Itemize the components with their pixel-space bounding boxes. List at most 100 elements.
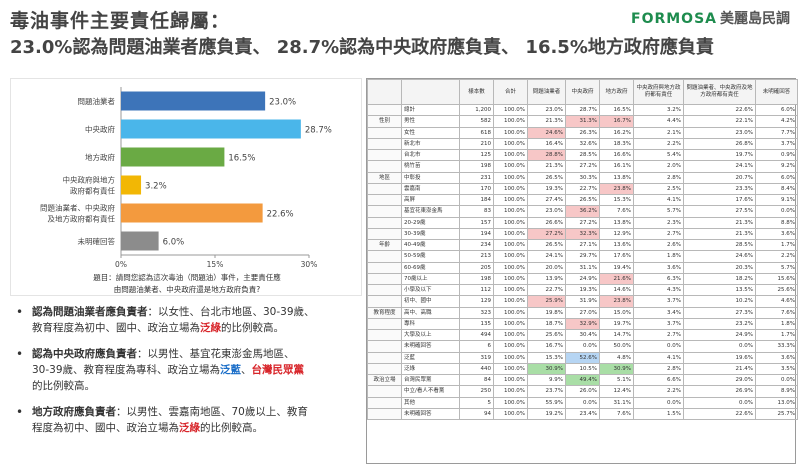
table-cell: 14.6%	[599, 283, 634, 297]
table-cell: 27.2%	[565, 216, 600, 229]
table-cell: 0.0%	[633, 396, 684, 409]
table-cell: 19.7%	[599, 317, 634, 331]
table-cell: 3.7%	[633, 317, 684, 331]
table-cell: 2.2%	[755, 250, 798, 263]
table-row: 女性 618 100.0% 24.6% 26.3% 16.2% 2.1% 23.0% 7.7%	[367, 126, 798, 139]
table-header-cell: 問題油業者、中央政府及地方政府都有責任	[683, 79, 756, 105]
table-cell: 16.6%	[599, 148, 634, 162]
table-row: 大學及以上 494 100.0% 25.6% 30.4% 14.7% 2.7% 24.9% 1.…	[367, 328, 798, 342]
row-label-cell: 40-49歲	[401, 238, 460, 252]
group-label-cell	[367, 362, 402, 376]
row-label-cell: 男性	[401, 115, 460, 128]
table-cell: 18.2%	[683, 272, 756, 286]
table-cell: 100.0%	[493, 205, 528, 218]
table-cell: 19.8%	[527, 306, 566, 319]
table-cell: 100.0%	[493, 103, 528, 117]
table-cell: 100.0%	[493, 193, 528, 207]
table-cell: 29.0%	[683, 373, 756, 387]
table-cell: 20.3%	[683, 261, 756, 274]
table-cell: 27.2%	[527, 227, 566, 241]
row-label-cell: 大學及以上	[401, 328, 460, 342]
table-cell: 15.3%	[599, 193, 634, 207]
table-cell: 13.9%	[527, 272, 566, 286]
table-cell: 100.0%	[493, 362, 528, 376]
table-cell: 0.0%	[755, 205, 798, 218]
row-label-cell: 總計	[401, 103, 460, 117]
table-cell: 23.0%	[527, 205, 566, 218]
notes-list: • 認為問題油業者應負責者：以女性、台北市地區、30-39歲、 教育程度為初中、…	[14, 304, 364, 446]
table-cell: 0.0%	[755, 373, 798, 387]
table-cell: 16.7%	[527, 340, 566, 353]
group-label-cell	[367, 182, 402, 196]
table-row: 30-39歲 194 100.0% 27.2% 32.3% 12.9% 2.7% 21.3% 3…	[367, 227, 798, 241]
table-cell: 30.9%	[527, 362, 566, 376]
table-cell: 55.9%	[527, 396, 566, 409]
row-label-cell: 基宜花東澎金馬	[401, 205, 460, 218]
table-cell: 250	[459, 385, 494, 398]
table-row: 小學及以下 112 100.0% 22.7% 19.3% 14.6% 4.3% 13.5% 25…	[367, 283, 798, 297]
table-cell: 8.4%	[755, 182, 798, 196]
table-cell: 100.0%	[493, 407, 528, 421]
bar	[121, 119, 301, 139]
table-header-cell: 問題油業者	[527, 79, 566, 105]
table-cell: 26.8%	[683, 137, 756, 151]
table-cell: 7.6%	[755, 306, 798, 319]
table-cell: 18.7%	[527, 317, 566, 331]
table-cell: 1.5%	[633, 407, 684, 421]
table-cell: 10.5%	[565, 362, 600, 376]
table-cell: 2.7%	[633, 227, 684, 241]
table-cell: 100.0%	[493, 216, 528, 229]
table-row: 政治立場 台灣民眾黨 84 100.0% 9.9% 49.4% 5.1% 6.6% 29.0% 0…	[367, 373, 798, 387]
group-label-cell: 地區	[367, 171, 402, 184]
row-label-cell: 中立/看人不看黨	[401, 385, 460, 398]
x-tick-label: 30%	[301, 260, 318, 269]
table-cell: 23.3%	[683, 182, 756, 196]
table-row: 性別 男性 582 100.0% 21.3% 31.3% 16.7% 4.4% 22.1% 4.2…	[367, 115, 798, 128]
table-cell: 231	[459, 171, 494, 184]
table-cell: 19.3%	[527, 182, 566, 196]
table-row: 桃竹苗 198 100.0% 21.3% 27.2% 16.1% 2.0% 24.1% 9.2%	[367, 160, 798, 173]
category-label: 中央政府與地方	[63, 175, 116, 185]
table-row: 50-59歲 213 100.0% 24.1% 29.7% 17.6% 1.8% 24.6% 2…	[367, 250, 798, 263]
table-row: 地區 中彰投 231 100.0% 26.5% 30.3% 13.8% 2.8% 20.7% 6.…	[367, 171, 798, 184]
row-label-cell: 台灣民眾黨	[401, 373, 460, 387]
group-label-cell: 年齡	[367, 238, 402, 252]
row-label-cell: 新北市	[401, 137, 460, 151]
table-cell: 25.6%	[755, 283, 798, 297]
table-header-cell	[367, 79, 402, 105]
table-row: 60-69歲 205 100.0% 20.0% 31.1% 19.4% 3.6% 20.3% 5…	[367, 261, 798, 274]
table-cell: 100.0%	[493, 272, 528, 286]
table-cell: 1.8%	[755, 317, 798, 331]
group-label-cell	[367, 351, 402, 364]
table-cell: 28.8%	[527, 148, 566, 162]
table-cell: 23.8%	[599, 295, 634, 308]
table-cell: 13.8%	[599, 171, 634, 184]
table-cell: 4.8%	[599, 351, 634, 364]
table-cell: 157	[459, 216, 494, 229]
group-label-cell	[367, 283, 402, 297]
table-cell: 28.7%	[565, 103, 600, 117]
table-cell: 25.6%	[527, 328, 566, 342]
row-label-cell: 30-39歲	[401, 227, 460, 241]
table-cell: 100.0%	[493, 317, 528, 331]
table-row: 年齡 40-49歲 234 100.0% 26.5% 27.1% 13.6% 2.6% 28.5…	[367, 238, 798, 252]
table-cell: 14.7%	[599, 328, 634, 342]
row-label-cell: 60-69歲	[401, 261, 460, 274]
note-text: ：以男性、基宜花東澎金馬地區、	[137, 348, 295, 360]
table-cell: 100.0%	[493, 261, 528, 274]
category-label: 政府都有責任	[70, 186, 115, 196]
table-cell: 3.5%	[755, 362, 798, 376]
row-label-cell: 小學及以下	[401, 283, 460, 297]
group-label-cell	[367, 317, 402, 331]
table-header-cell: 樣本數	[459, 79, 494, 105]
table-cell: 30.3%	[565, 171, 600, 184]
table-cell: 618	[459, 126, 494, 139]
table-cell: 36.2%	[565, 205, 600, 218]
table-cell: 9.2%	[755, 160, 798, 173]
table-cell: 3.6%	[755, 351, 798, 364]
category-label: 地方政府	[85, 152, 115, 162]
row-label-cell: 其他	[401, 396, 460, 409]
table-cell: 31.1%	[565, 261, 600, 274]
note-text: 、	[241, 364, 252, 376]
table-row: 初中、國中 129 100.0% 25.9% 31.9% 23.8% 3.7% 10.2% 4.…	[367, 295, 798, 308]
